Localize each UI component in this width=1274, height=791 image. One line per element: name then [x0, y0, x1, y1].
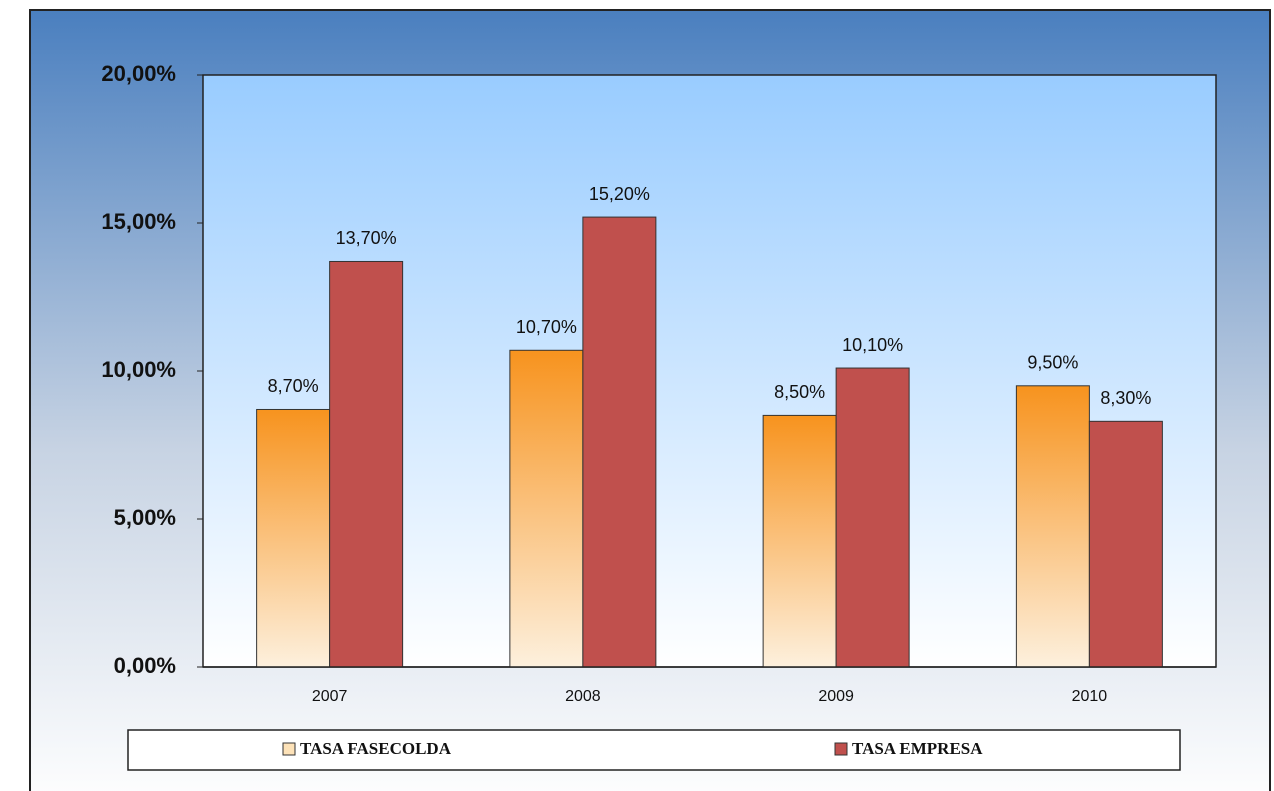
- bar: [762, 414, 837, 668]
- value-label: 10,10%: [842, 335, 903, 355]
- x-tick-label: 2009: [818, 688, 854, 705]
- x-tick-label: 2008: [565, 688, 601, 705]
- bar: [329, 260, 404, 668]
- value-label: 9,50%: [1027, 353, 1078, 373]
- value-label: 8,70%: [268, 376, 319, 396]
- value-label: 13,70%: [336, 228, 397, 248]
- bar: [1088, 420, 1163, 668]
- legend-label: TASA EMPRESA: [852, 739, 983, 758]
- value-label: 8,50%: [774, 382, 825, 402]
- bar: [1015, 385, 1090, 668]
- x-tick-label: 2007: [312, 688, 348, 705]
- y-tick-label: 20,00%: [101, 61, 176, 86]
- y-tick-label: 0,00%: [114, 653, 176, 678]
- bar: [835, 367, 910, 668]
- bar: [256, 408, 331, 668]
- value-label: 8,30%: [1100, 388, 1151, 408]
- bar: [582, 216, 657, 668]
- y-tick-label: 5,00%: [114, 505, 176, 530]
- legend-swatch: [282, 742, 296, 756]
- value-label: 15,20%: [589, 184, 650, 204]
- legend-swatch: [834, 742, 848, 756]
- legend-label: TASA FASECOLDA: [300, 739, 452, 758]
- x-tick-label: 2010: [1072, 688, 1108, 705]
- y-tick-label: 15,00%: [101, 209, 176, 234]
- y-tick-label: 10,00%: [101, 357, 176, 382]
- legend-box: [127, 729, 1181, 771]
- value-label: 10,70%: [516, 317, 577, 337]
- bar: [509, 349, 584, 668]
